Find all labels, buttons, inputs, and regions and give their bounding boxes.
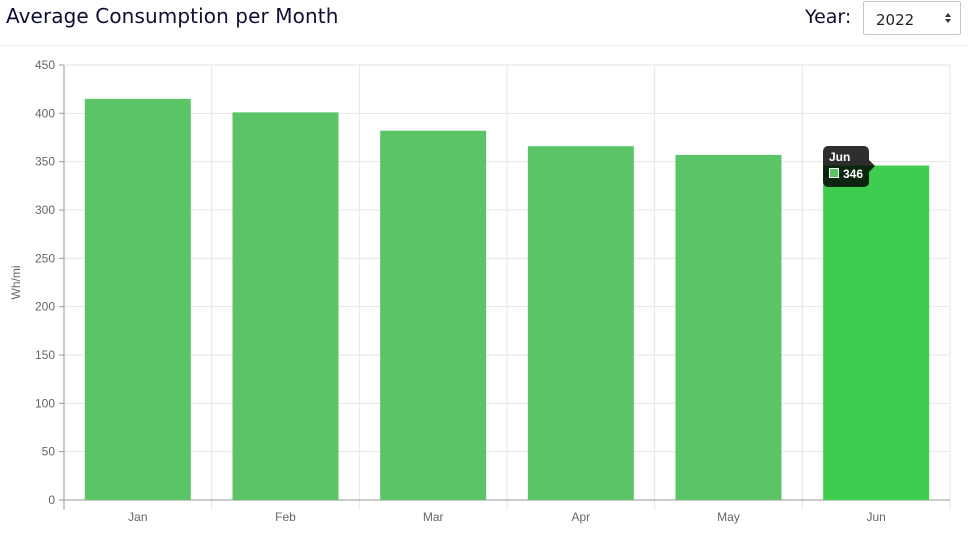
year-select-value: 2022	[876, 11, 915, 29]
x-tick-label: Feb	[275, 510, 296, 524]
tooltip-title: Jun	[829, 150, 851, 164]
y-tick-label: 300	[35, 203, 55, 217]
bar-jan	[84, 98, 191, 501]
y-tick-label: 100	[35, 396, 55, 410]
select-arrows-icon	[945, 13, 951, 23]
x-tick-label: Apr	[571, 510, 590, 524]
y-tick-label: 200	[35, 300, 55, 314]
x-tick-label: Jan	[128, 510, 147, 524]
y-tick-label: 50	[42, 445, 56, 459]
bar-mar	[380, 130, 487, 500]
y-tick-label: 450	[35, 58, 55, 72]
x-tick-label: Jun	[866, 510, 885, 524]
x-tick-label: May	[717, 510, 740, 524]
tooltip-value: 346	[843, 167, 864, 181]
tooltip-swatch	[829, 168, 839, 178]
bar-feb	[232, 112, 339, 500]
bar-jun	[823, 165, 930, 500]
year-select[interactable]: 2022	[863, 1, 961, 35]
y-tick-label: 150	[35, 348, 55, 362]
x-tick-label: Mar	[423, 510, 444, 524]
y-axis-label: Wh/mi	[9, 266, 23, 300]
y-tick-label: 350	[35, 155, 55, 169]
chart-tooltip: Jun 346	[823, 146, 875, 187]
bar-chart: 0 50 100 150 200 250 300 350 400 450 Jan Feb Mar Apr M…	[9, 58, 951, 524]
y-tick-label: 0	[48, 493, 55, 507]
header-bar: Average Consumption per Month Year: 2022	[0, 0, 968, 46]
y-tick-label: 250	[35, 251, 55, 265]
year-label: Year:	[805, 6, 852, 28]
bar-apr	[527, 146, 634, 500]
y-tick-label: 400	[35, 106, 55, 120]
bar-may	[675, 154, 782, 500]
page-title: Average Consumption per Month	[6, 4, 339, 28]
